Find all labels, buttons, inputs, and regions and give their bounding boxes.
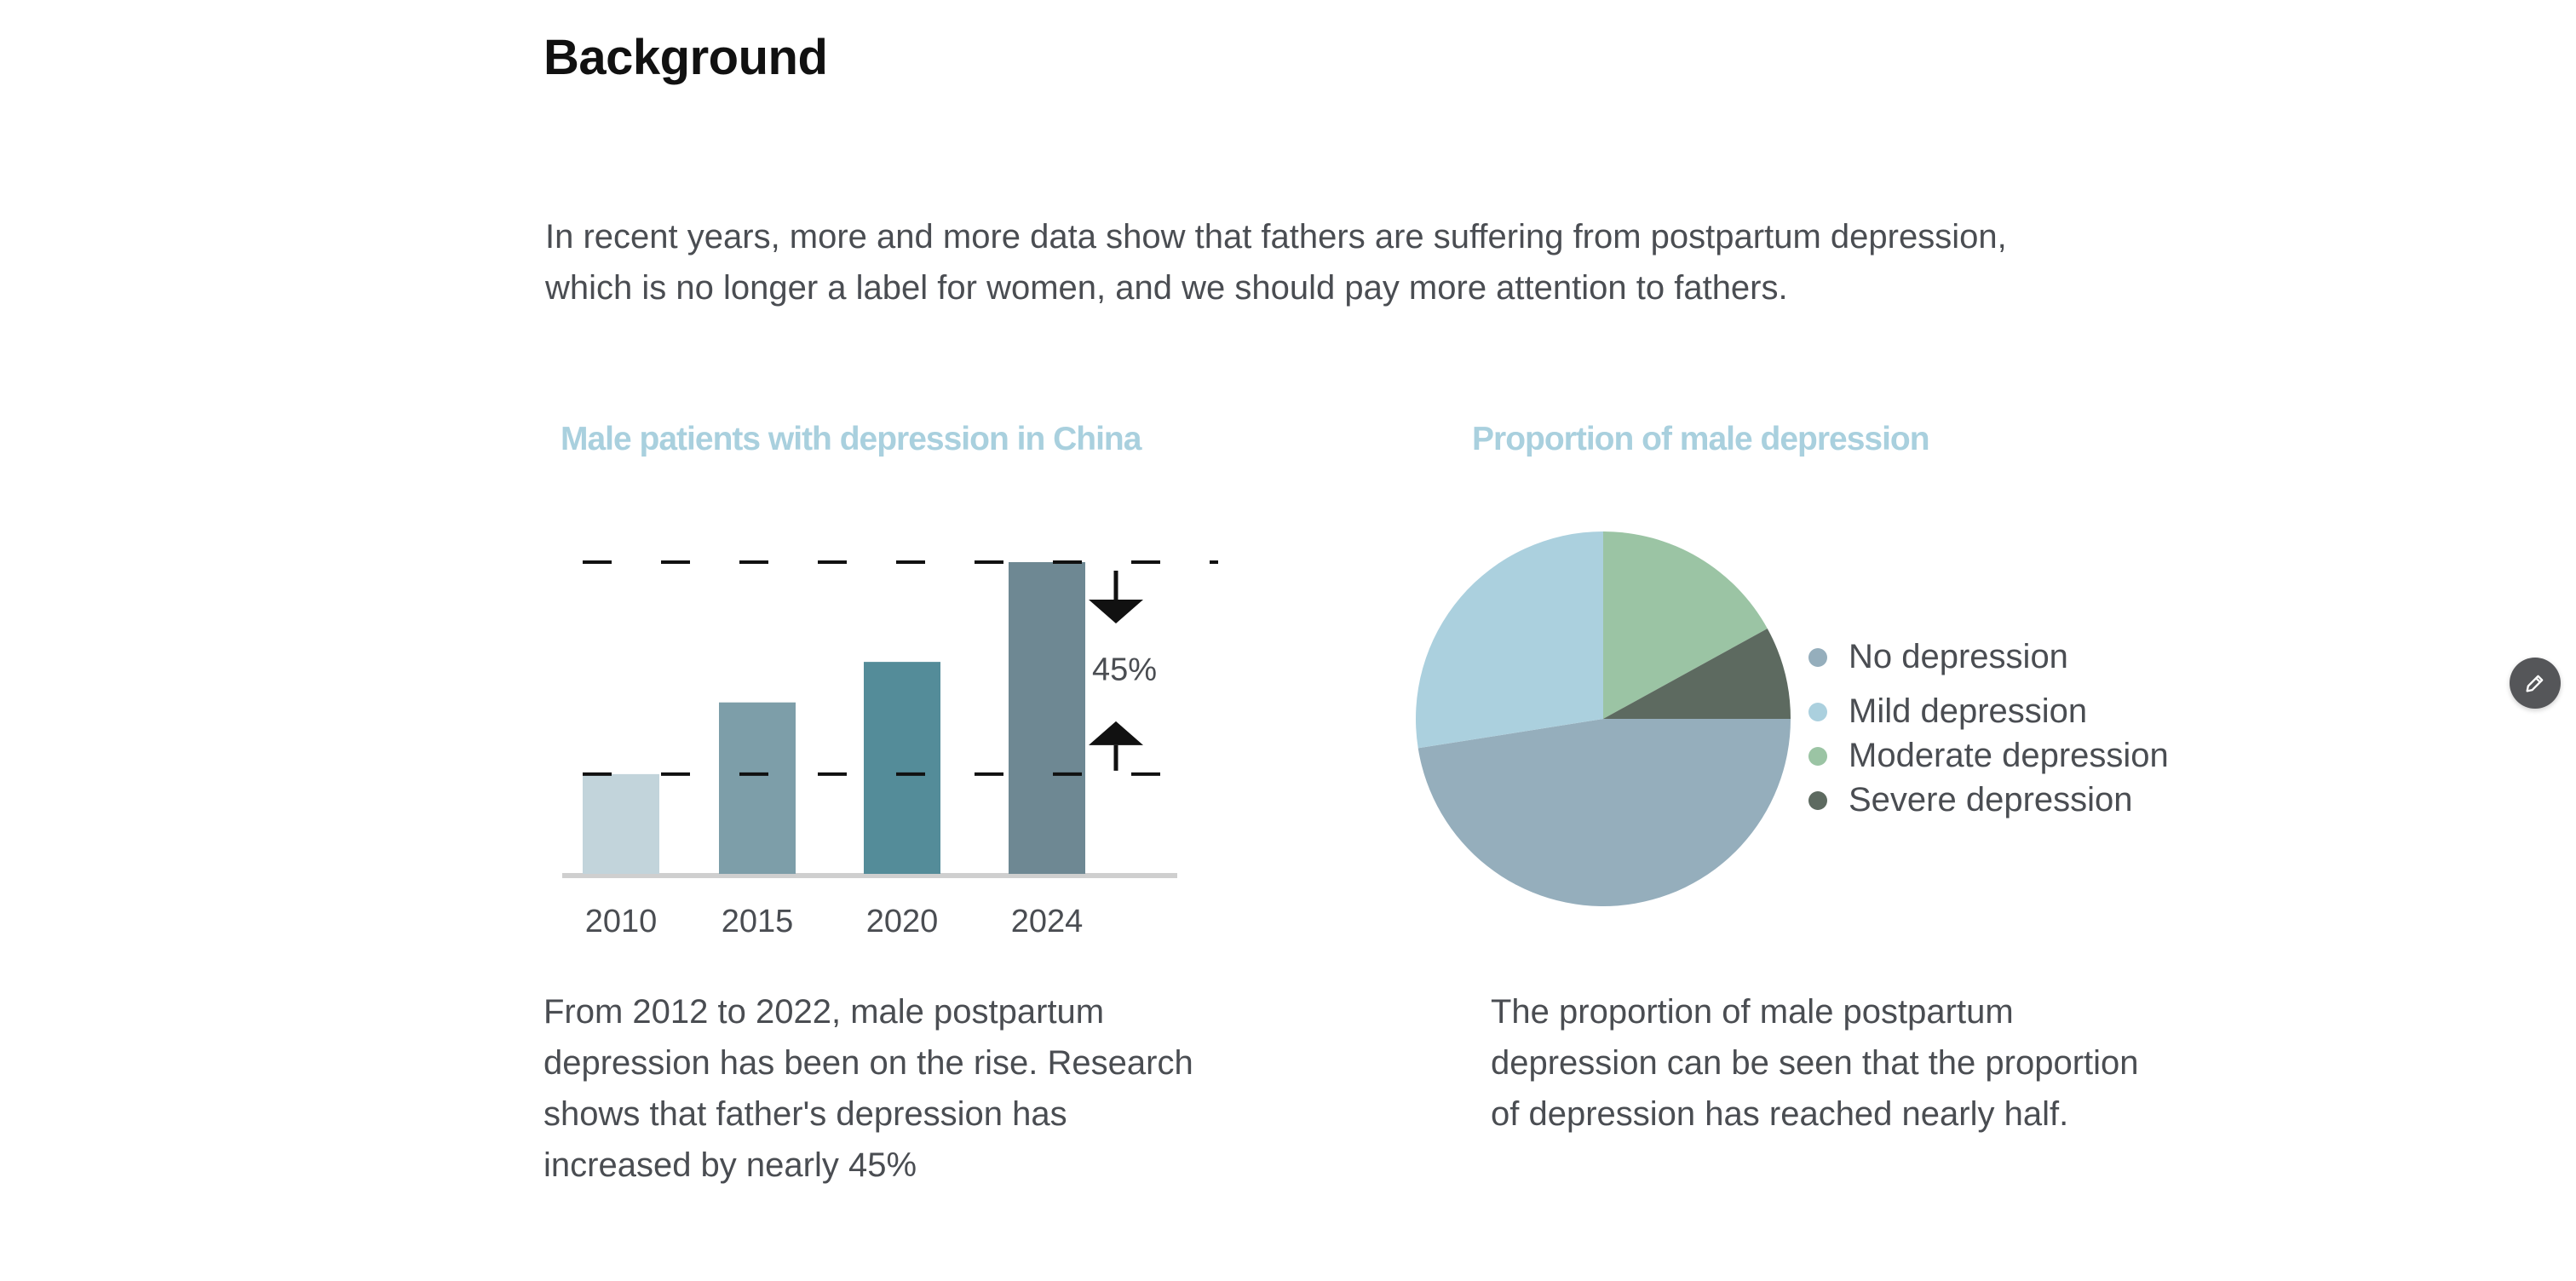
legend-label: Mild depression [1849,692,2087,730]
edit-button[interactable] [2510,658,2561,709]
pie-slice-moderate-depression [1603,531,1768,719]
x-tick-label: 2010 [585,904,658,939]
caption-line: of depression has reached nearly half. [1491,1095,2069,1133]
pie-slice-mild-depression [1416,531,1603,749]
intro-line: which is no longer a label for women, an… [545,269,1788,307]
pie-slice-severe-depression [1603,629,1791,719]
caption-line: shows that father's depression has [543,1095,1067,1133]
intro-line: In recent years, more and more data show… [545,218,2007,256]
bar-chart: 2010 2015 2020 2024 45% [562,560,1218,939]
legend-marker [1808,747,1827,766]
caption-line: depression has been on the rise. Researc… [543,1044,1193,1082]
bar-chart-title: Male patients with depression in China [561,421,1141,457]
page-title: Background [543,30,828,85]
arrow-down-icon [1089,600,1143,623]
legend-label: Severe depression [1849,781,2133,819]
bar-2015 [719,702,796,874]
bar-2020 [864,662,940,874]
x-tick-label: 2015 [722,904,794,939]
caption-line: The proportion of male postpartum [1491,993,2014,1031]
x-tick-label: 2020 [866,904,939,939]
bar-2010 [583,773,659,874]
caption-line: From 2012 to 2022, male postpartum [543,993,1105,1031]
legend-marker [1808,648,1827,667]
x-tick-label: 2024 [1011,904,1084,939]
bar-2024 [1009,562,1085,874]
arrow-up-icon [1089,721,1143,745]
bar-chart-caption: From 2012 to 2022, male postpartum depre… [543,986,1193,1191]
pie-slice-no-depression [1417,719,1791,906]
pie-chart: No depression Mild depression Moderate dep… [1416,531,2169,906]
pie-chart-caption: The proportion of male postpartum depres… [1491,986,2139,1140]
caption-line: increased by nearly 45% [543,1146,917,1184]
pie-chart-title: Proportion of male depression [1472,421,1930,457]
caption-line: depression can be seen that the proporti… [1491,1044,2139,1082]
pencil-icon [2526,675,2544,692]
legend-marker [1808,791,1827,810]
intro-paragraph: In recent years, more and more data show… [545,211,2079,313]
legend-label: Moderate depression [1849,737,2169,774]
legend-marker [1808,703,1827,721]
legend-label: No depression [1849,638,2068,675]
change-annotation: 45% [1092,652,1157,687]
